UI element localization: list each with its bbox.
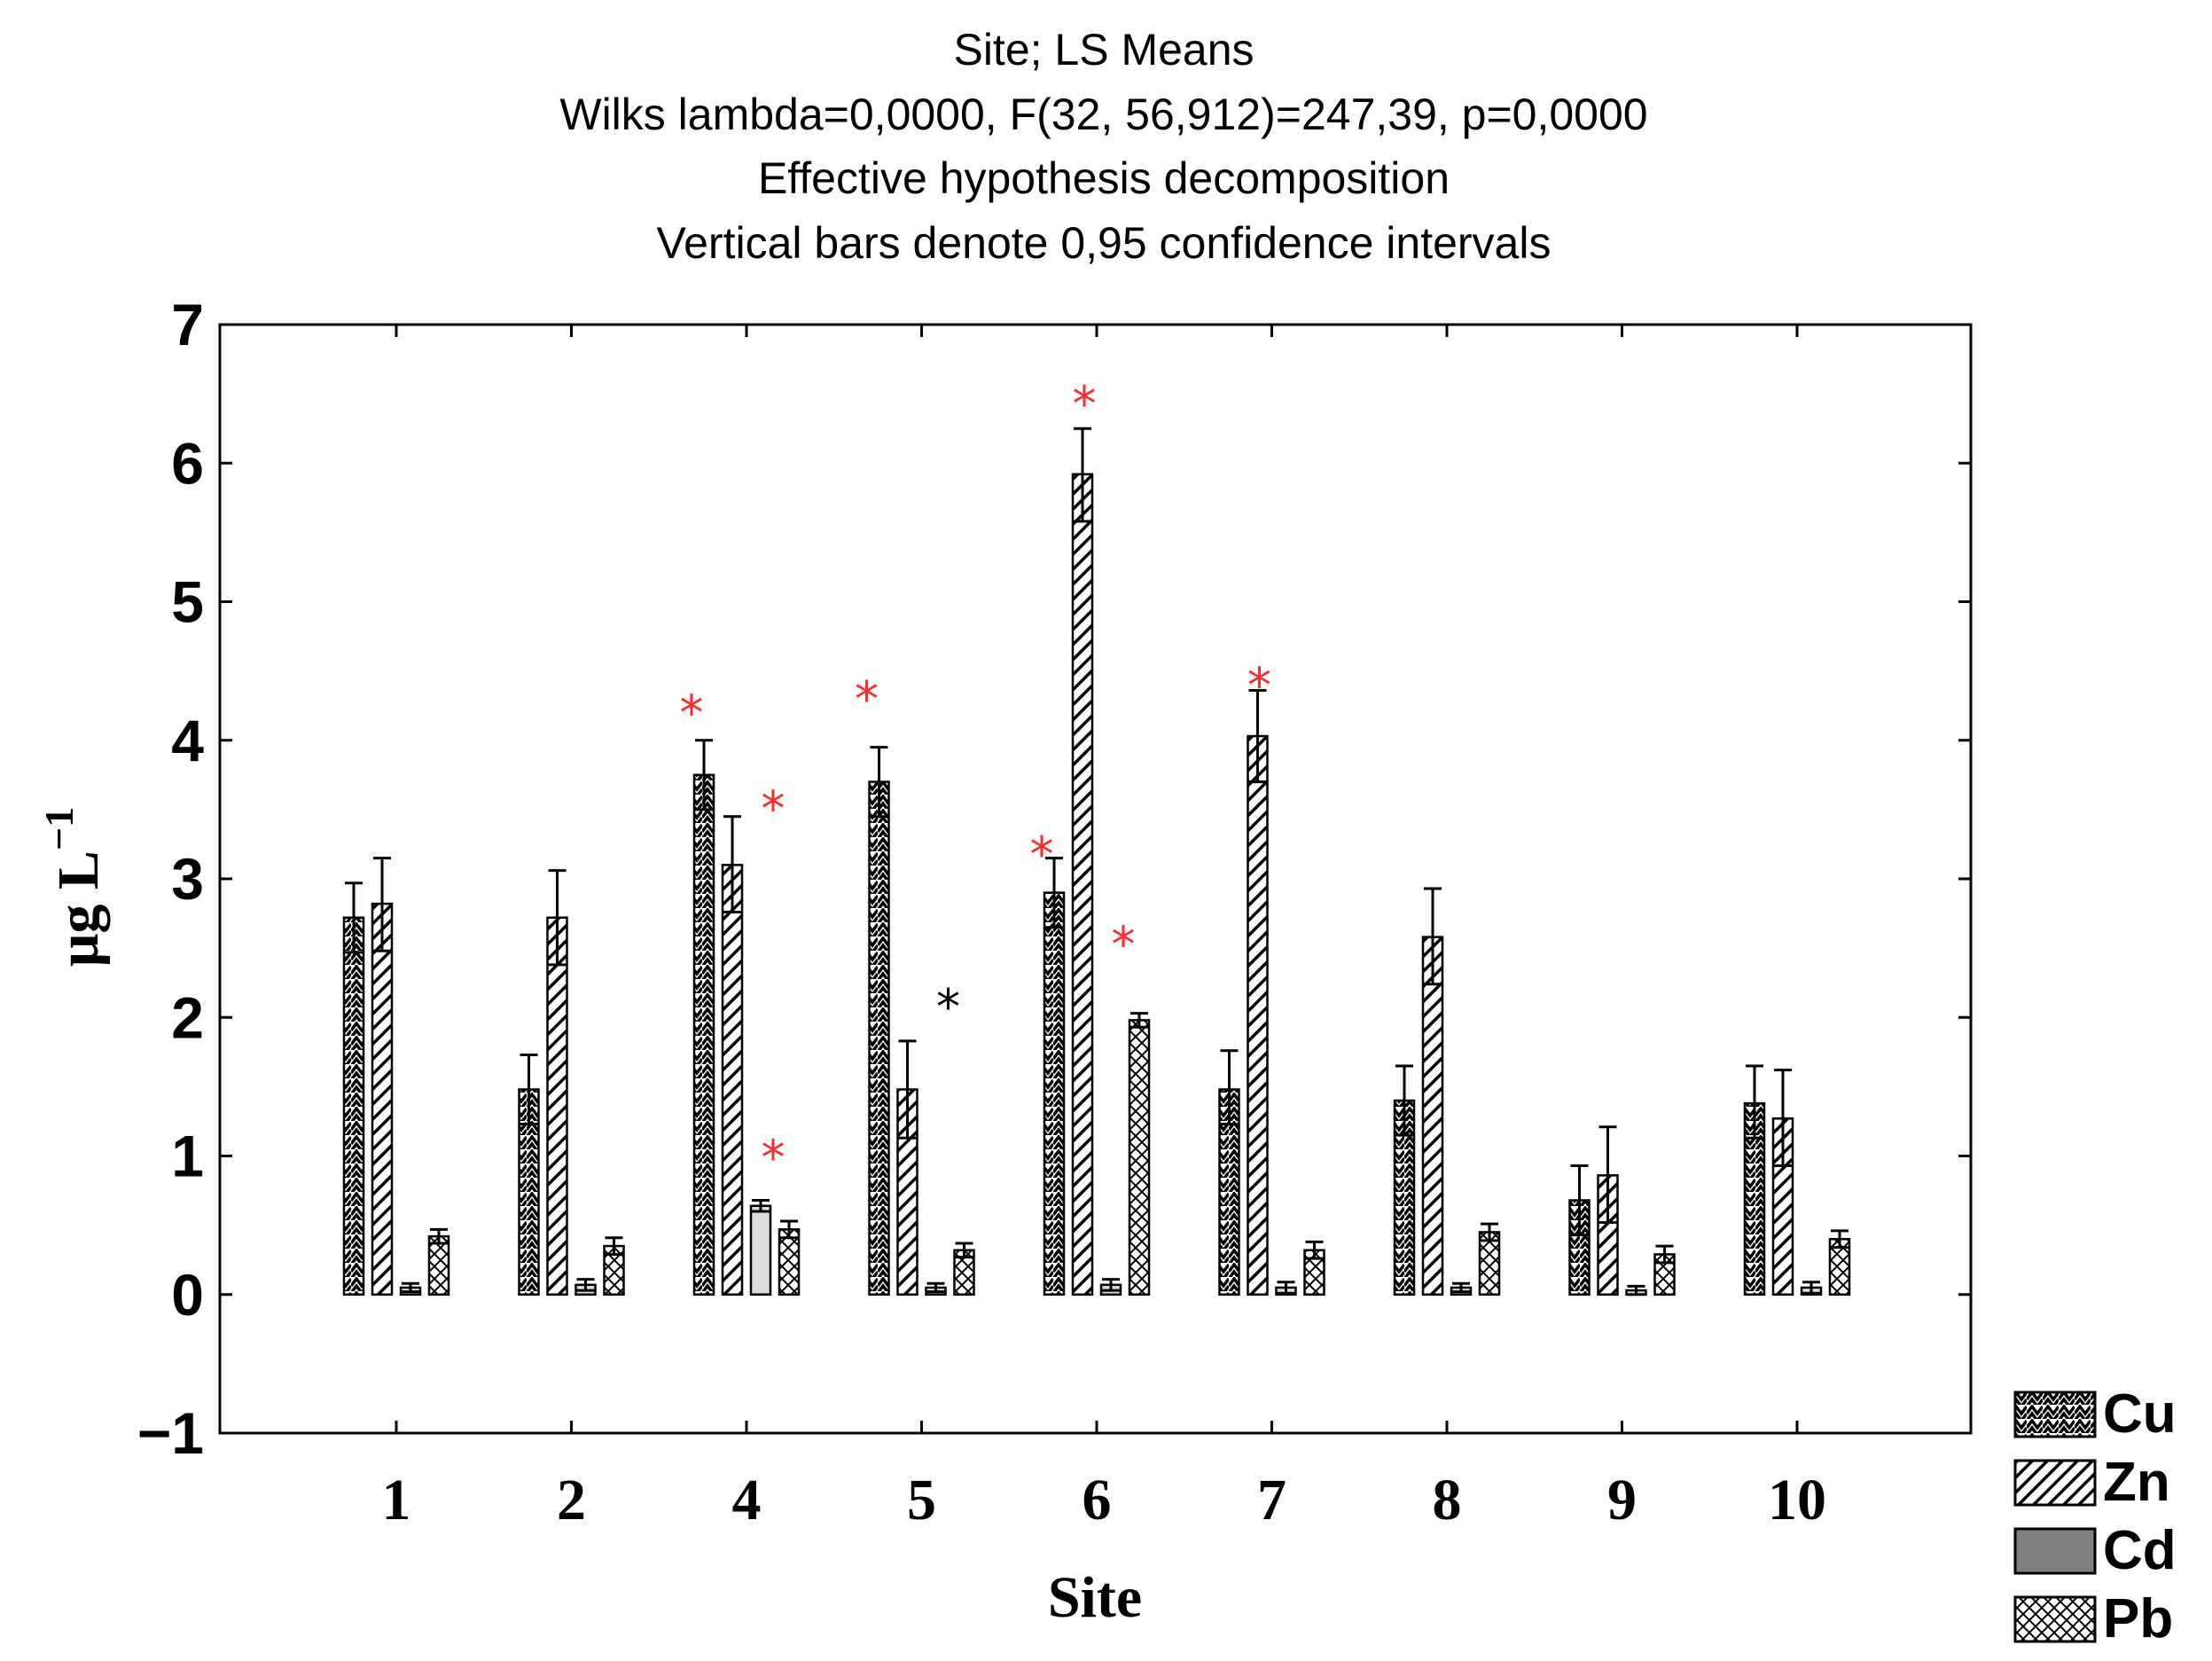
y-axis-title-main: μg L — [46, 850, 111, 967]
x-tick-label: 10 — [1768, 1468, 1826, 1532]
legend-swatch-pb — [2013, 1595, 2097, 1643]
bar-cu — [342, 916, 365, 1296]
y-tick-label: 4 — [171, 708, 204, 773]
legend-label-pb: Pb — [2103, 1588, 2173, 1649]
x-tick-label: 1 — [382, 1468, 411, 1532]
x-tick-label: 5 — [907, 1468, 936, 1532]
x-tick-label: 7 — [1257, 1468, 1286, 1532]
significance-star: * — [680, 686, 704, 741]
legend-label-zn: Zn — [2103, 1452, 2170, 1513]
bar-cu — [1043, 891, 1066, 1296]
significance-star: * — [1112, 917, 1136, 973]
x-axis: 1 2 4 5 6 7 8 9 10 — [382, 325, 1826, 1532]
y-tick-label: 1 — [171, 1124, 204, 1189]
x-tick-label: 2 — [557, 1468, 586, 1532]
title-line-1: Site; LS Means — [953, 25, 1254, 74]
bar-pb — [778, 1228, 801, 1296]
bar-zn — [1247, 734, 1269, 1296]
title-line-3: Effective hypothesis decomposition — [758, 153, 1450, 203]
y-tick-label: 6 — [171, 430, 204, 496]
y-tick-label: 7 — [171, 292, 204, 357]
y-tick-label: 3 — [171, 846, 204, 912]
significance-star: * — [1030, 827, 1054, 882]
legend-label-cu: Cu — [2103, 1383, 2177, 1445]
x-tick-label: 9 — [1607, 1468, 1637, 1532]
significance-markers: * * * * * * * * * — [680, 376, 1272, 1186]
significance-star: * — [1073, 376, 1097, 432]
bar-pb — [427, 1234, 450, 1296]
significance-star: * — [1247, 657, 1271, 713]
significance-star: * — [762, 780, 786, 836]
x-tick-label: 8 — [1433, 1468, 1462, 1532]
legend: Cu Zn Cd Pb — [2013, 1383, 2177, 1649]
y-tick-label: 2 — [171, 984, 204, 1050]
legend-swatch-zn — [2013, 1459, 2097, 1507]
y-axis-title: μg L−1 — [36, 807, 111, 967]
significance-star: * — [855, 671, 879, 727]
significance-star: * — [762, 1130, 786, 1186]
y-axis: −1 0 1 2 3 4 5 6 7 — [137, 292, 1971, 1466]
title-line-2: Wilks lambda=0,0000, F(32, 56,912)=247,3… — [559, 90, 1647, 139]
y-axis-title-exponent: −1 — [36, 807, 82, 850]
bar-zn — [1421, 936, 1444, 1296]
bar-zn — [721, 864, 744, 1296]
x-tick-label: 4 — [732, 1468, 762, 1532]
x-axis-title: Site — [1048, 1565, 1142, 1630]
bar-zn — [1071, 473, 1094, 1296]
plot-area — [218, 323, 1973, 1435]
y-tick-label: 5 — [171, 569, 204, 635]
bar-cd — [749, 1204, 772, 1296]
bar-cu — [868, 780, 890, 1296]
y-tick-label: 0 — [171, 1262, 204, 1328]
x-tick-label: 6 — [1083, 1468, 1112, 1532]
title-line-4: Vertical bars denote 0,95 confidence int… — [657, 218, 1552, 268]
significance-star: * — [936, 979, 960, 1035]
bar-zn — [371, 902, 394, 1296]
chart-title: Site; LS Means Wilks lambda=0,0000, F(32… — [559, 25, 1647, 268]
bars — [342, 427, 1851, 1297]
bar-zn — [546, 916, 568, 1296]
legend-swatch-cu — [2013, 1391, 2097, 1438]
legend-label-cd: Cd — [2103, 1520, 2177, 1581]
legend-swatch-cd — [2013, 1527, 2097, 1575]
y-tick-label: −1 — [137, 1400, 204, 1466]
bar-cu — [692, 773, 715, 1296]
bar-pb — [1128, 1019, 1151, 1296]
